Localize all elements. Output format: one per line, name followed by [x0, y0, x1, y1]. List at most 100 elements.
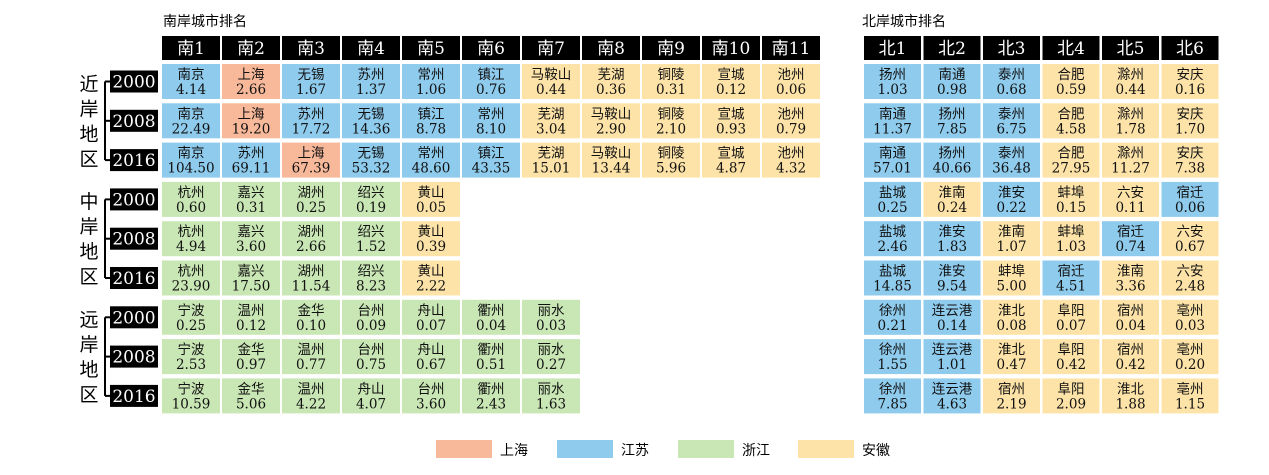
south-header-cell: [462, 36, 520, 60]
city-name: 丽水: [538, 381, 566, 397]
south-city-cell-bg: [282, 299, 340, 335]
city-value: 14.85: [873, 279, 912, 295]
city-value: 17.50: [232, 279, 271, 295]
city-name: 连云港: [932, 303, 973, 319]
city-value: 0.39: [416, 239, 446, 255]
city-value: 4.87: [716, 161, 746, 177]
city-name: 上海: [298, 146, 325, 162]
south-city-cell: 镇江0.76: [462, 64, 520, 99]
city-name: 泰州: [998, 67, 1025, 83]
city-name: 马鞍山: [531, 67, 572, 83]
south-city-cell-bg: [522, 142, 580, 178]
city-name: 盐城: [879, 264, 907, 280]
north-city-cell-bg: [1161, 142, 1219, 178]
north-city-cell: 盐城0.25: [864, 181, 921, 217]
city-name: 杭州: [178, 224, 205, 240]
south-city-cell-bg: [222, 260, 280, 296]
south-city-cell: 池州4.32: [762, 142, 820, 178]
south-city-cell-bg: [342, 339, 400, 375]
north-city-cell: 安庆0.16: [1161, 64, 1219, 99]
city-name: 南通: [879, 106, 907, 122]
south-city-cell: 丽水0.27: [522, 339, 580, 375]
city-value: 7.38: [1175, 161, 1205, 177]
city-value: 6.75: [996, 121, 1026, 137]
north-city-cell: 宿州0.42: [1102, 339, 1159, 375]
year-label-bg: [110, 188, 158, 211]
city-value: 0.10: [296, 318, 326, 334]
city-value: 4.22: [296, 396, 326, 412]
city-name: 无锡: [358, 106, 385, 122]
city-value: 0.16: [1175, 82, 1205, 98]
city-name: 合肥: [1058, 146, 1085, 162]
north-city-cell-bg: [864, 221, 921, 257]
south-city-cell-bg: [342, 64, 400, 99]
north-city-cell-bg: [1042, 221, 1100, 257]
north-city-cell-bg: [1042, 181, 1100, 217]
legend-label: 江苏: [621, 443, 649, 459]
city-name: 温州: [298, 381, 325, 397]
north-city-cell: 六安0.11: [1102, 181, 1159, 217]
city-value: 0.09: [356, 318, 386, 334]
region-char: 岸: [79, 216, 98, 238]
south-city-cell-bg: [162, 339, 220, 375]
city-value: 3.36: [1115, 279, 1145, 295]
north-city-cell-bg: [864, 64, 921, 99]
south-city-cell: 绍兴0.19: [342, 181, 400, 217]
south-city-cell: 常州1.06: [402, 64, 460, 99]
north-city-cell-bg: [864, 299, 921, 335]
city-name: 徐州: [879, 303, 906, 319]
city-name: 南京: [178, 67, 205, 83]
city-name: 徐州: [879, 342, 906, 358]
city-name: 淮南: [998, 224, 1025, 240]
city-name: 扬州: [939, 146, 966, 162]
city-name: 镇江: [418, 106, 445, 122]
south-city-cell-bg: [402, 378, 460, 414]
north-city-cell-bg: [983, 339, 1040, 375]
north-city-cell: 合肥0.59: [1042, 64, 1100, 99]
city-name: 宿州: [1117, 341, 1144, 358]
year-label: 2016: [112, 269, 155, 289]
south-city-cell-bg: [162, 299, 220, 335]
city-value: 0.03: [1175, 318, 1205, 334]
north-city-cell-bg: [1161, 181, 1219, 217]
city-name: 金华: [298, 303, 325, 319]
city-name: 南京: [178, 146, 205, 162]
south-city-cell: 衢州2.43: [462, 378, 520, 414]
city-name: 淮安: [939, 264, 966, 280]
legend-swatch: [798, 440, 854, 458]
region-char: 中: [79, 191, 98, 213]
city-value: 1.06: [416, 82, 446, 98]
south-header-cell: [402, 36, 460, 60]
region-char: 区: [79, 148, 98, 170]
south-header-label: 南5: [417, 39, 445, 59]
city-name: 合肥: [1058, 106, 1085, 122]
south-city-cell: 台州0.09: [342, 299, 400, 335]
year-label-bg: [110, 306, 158, 329]
city-value: 0.25: [176, 318, 206, 334]
city-value: 0.12: [716, 82, 746, 98]
north-city-cell-bg: [923, 378, 981, 414]
year-label: 2016: [112, 387, 155, 407]
north-city-cell: 亳州1.15: [1161, 378, 1219, 414]
city-value: 13.44: [592, 161, 631, 177]
city-value: 0.79: [776, 121, 806, 137]
north-city-cell: 淮安1.83: [923, 221, 981, 257]
city-value: 22.49: [172, 121, 211, 137]
south-header-label: 南9: [657, 39, 685, 59]
city-name: 苏州: [238, 146, 265, 162]
city-value: 7.85: [937, 121, 967, 137]
north-header-cell: [1102, 36, 1159, 60]
city-value: 0.98: [937, 82, 967, 98]
south-city-cell-bg: [762, 64, 820, 99]
city-name: 蚌埠: [998, 264, 1025, 280]
south-city-cell: 舟山0.67: [402, 339, 460, 375]
city-value: 0.04: [476, 318, 506, 334]
city-value: 0.15: [1056, 200, 1086, 216]
